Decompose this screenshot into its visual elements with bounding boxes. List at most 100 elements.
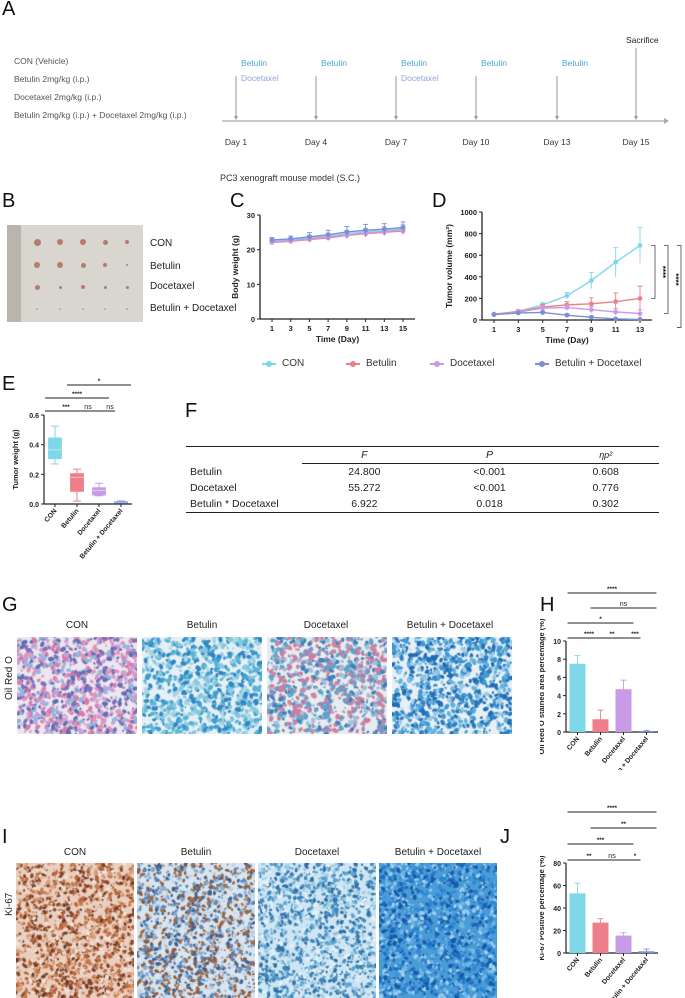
data-point: [637, 311, 643, 316]
histology-column-title: Betulin: [180, 847, 212, 858]
y-tick-label: 20: [553, 929, 561, 936]
significance-label: ns: [620, 601, 628, 608]
table-cell: 24.800: [348, 466, 381, 478]
data-point: [564, 305, 570, 310]
oil-red-o-image-combo: [392, 637, 512, 734]
timeline-arrowhead: [394, 116, 398, 120]
significance-label: ns: [608, 853, 616, 860]
oil-red-o-image-con: [17, 637, 137, 734]
x-tick-label: CON: [566, 957, 581, 973]
histology-column-title: CON: [63, 847, 87, 858]
data-point: [540, 310, 546, 315]
y-tick-label: 10: [247, 280, 255, 289]
data-point: [400, 225, 406, 230]
x-tick-label: 3: [516, 325, 520, 334]
histology-column-title: Docetaxel: [303, 620, 349, 631]
table-row: Betulin * Docetaxel 6.922 0.018 0.302: [186, 496, 659, 513]
tumor-photo: [7, 225, 143, 322]
table-cell: <0.001: [473, 466, 506, 478]
anova-table: F P ηp² Betulin 24.800 <0.001 0.608 Doce…: [186, 446, 659, 513]
oil-red-o-image-docetaxel: [267, 637, 387, 734]
x-tick-label: Betulin: [584, 957, 604, 979]
x-tick-label: 13: [380, 324, 388, 333]
legend-label: Betulin: [366, 358, 397, 369]
significance-label: ****: [658, 266, 667, 279]
timeline-day-label: Day 13: [543, 137, 571, 147]
y-tick-label: 0.0: [29, 502, 39, 509]
x-tick-label: CON: [566, 736, 581, 752]
table-header-row: F P ηp²: [186, 446, 659, 464]
significance-label: ****: [607, 805, 618, 812]
box: [70, 473, 84, 492]
y-axis-label: Oil Red O stained area percentage (%): [540, 618, 546, 754]
x-tick-label: Betulin + Docetaxel: [79, 508, 125, 561]
stain-label-oil-red-o: Oil Red O: [4, 656, 15, 700]
tumor-specimen: [103, 285, 107, 289]
timeline-arrowhead: [314, 116, 318, 120]
data-point: [363, 227, 368, 233]
x-tick-label: 13: [636, 325, 644, 334]
x-tick-label: 1: [270, 324, 274, 333]
bar: [569, 893, 586, 953]
ki67-image-combo: [379, 863, 497, 998]
legend-item-docetaxel: Docetaxel: [430, 358, 494, 369]
y-axis-label: Ki-67 Positive percentage (%): [540, 855, 546, 961]
y-axis-label: Body weight (g): [230, 235, 240, 299]
data-point: [637, 243, 643, 248]
legend-item-combo: Betulin + Docetaxel: [535, 358, 641, 369]
timeline-arrowhead: [664, 118, 669, 124]
significance-label: ***: [597, 837, 605, 844]
data-point: [613, 309, 619, 315]
significance-label: ****: [72, 391, 83, 398]
x-tick-label: 15: [399, 324, 407, 333]
data-point: [588, 301, 594, 307]
bar: [615, 689, 632, 732]
x-tick-label: 1: [492, 325, 496, 334]
timeline-arrowhead: [474, 116, 478, 120]
panel-i-letter: I: [2, 826, 8, 848]
tumor-specimen: [59, 308, 61, 310]
table-cell: Betulin * Docetaxel: [190, 498, 279, 510]
table-row: Docetaxel 55.272 <0.001 0.776: [186, 480, 659, 496]
panel-c-letter: C: [230, 190, 245, 212]
data-point: [588, 307, 594, 313]
group-label: CON (Vehicle): [14, 56, 69, 66]
table-cell: Betulin: [190, 465, 223, 478]
y-tick-label: 0: [557, 730, 561, 737]
significance-label: ns: [106, 404, 114, 411]
table-cell: Docetaxel: [190, 482, 237, 494]
panel-h-letter: H: [540, 594, 555, 616]
timeline-arrowhead: [555, 116, 559, 120]
significance-bracket: [651, 245, 656, 299]
x-tick-label: 7: [326, 324, 330, 333]
y-axis-label: Tumor volume (mm³): [444, 224, 454, 308]
tumor-specimen: [102, 239, 108, 245]
table-cell: <0.001: [473, 482, 506, 494]
x-tick-label: 3: [289, 324, 293, 333]
x-tick-label: 11: [612, 325, 620, 334]
y-tick-label: 6: [557, 675, 561, 682]
timeline-day-label: Day 10: [462, 137, 490, 147]
series-line: [271, 228, 404, 242]
y-tick-label: 200: [464, 294, 477, 303]
data-point: [269, 237, 275, 243]
tumor-specimen: [58, 285, 62, 289]
data-point: [637, 296, 643, 301]
histology-column-title: Betulin + Docetaxel: [406, 620, 494, 631]
tumor-specimen: [34, 262, 40, 268]
table-header: [186, 447, 302, 464]
data-point: [381, 226, 387, 232]
y-tick-label: 40: [553, 906, 561, 913]
stain-label-ki67: Ki-67: [4, 892, 15, 916]
table-cell: 0.776: [592, 482, 619, 494]
panel-e-letter: E: [2, 373, 16, 395]
significance-label: ****: [584, 631, 595, 638]
y-tick-label: 30: [247, 211, 255, 220]
tumor-specimen: [82, 308, 84, 310]
box: [92, 487, 106, 496]
y-tick-label: 0.6: [29, 413, 39, 420]
